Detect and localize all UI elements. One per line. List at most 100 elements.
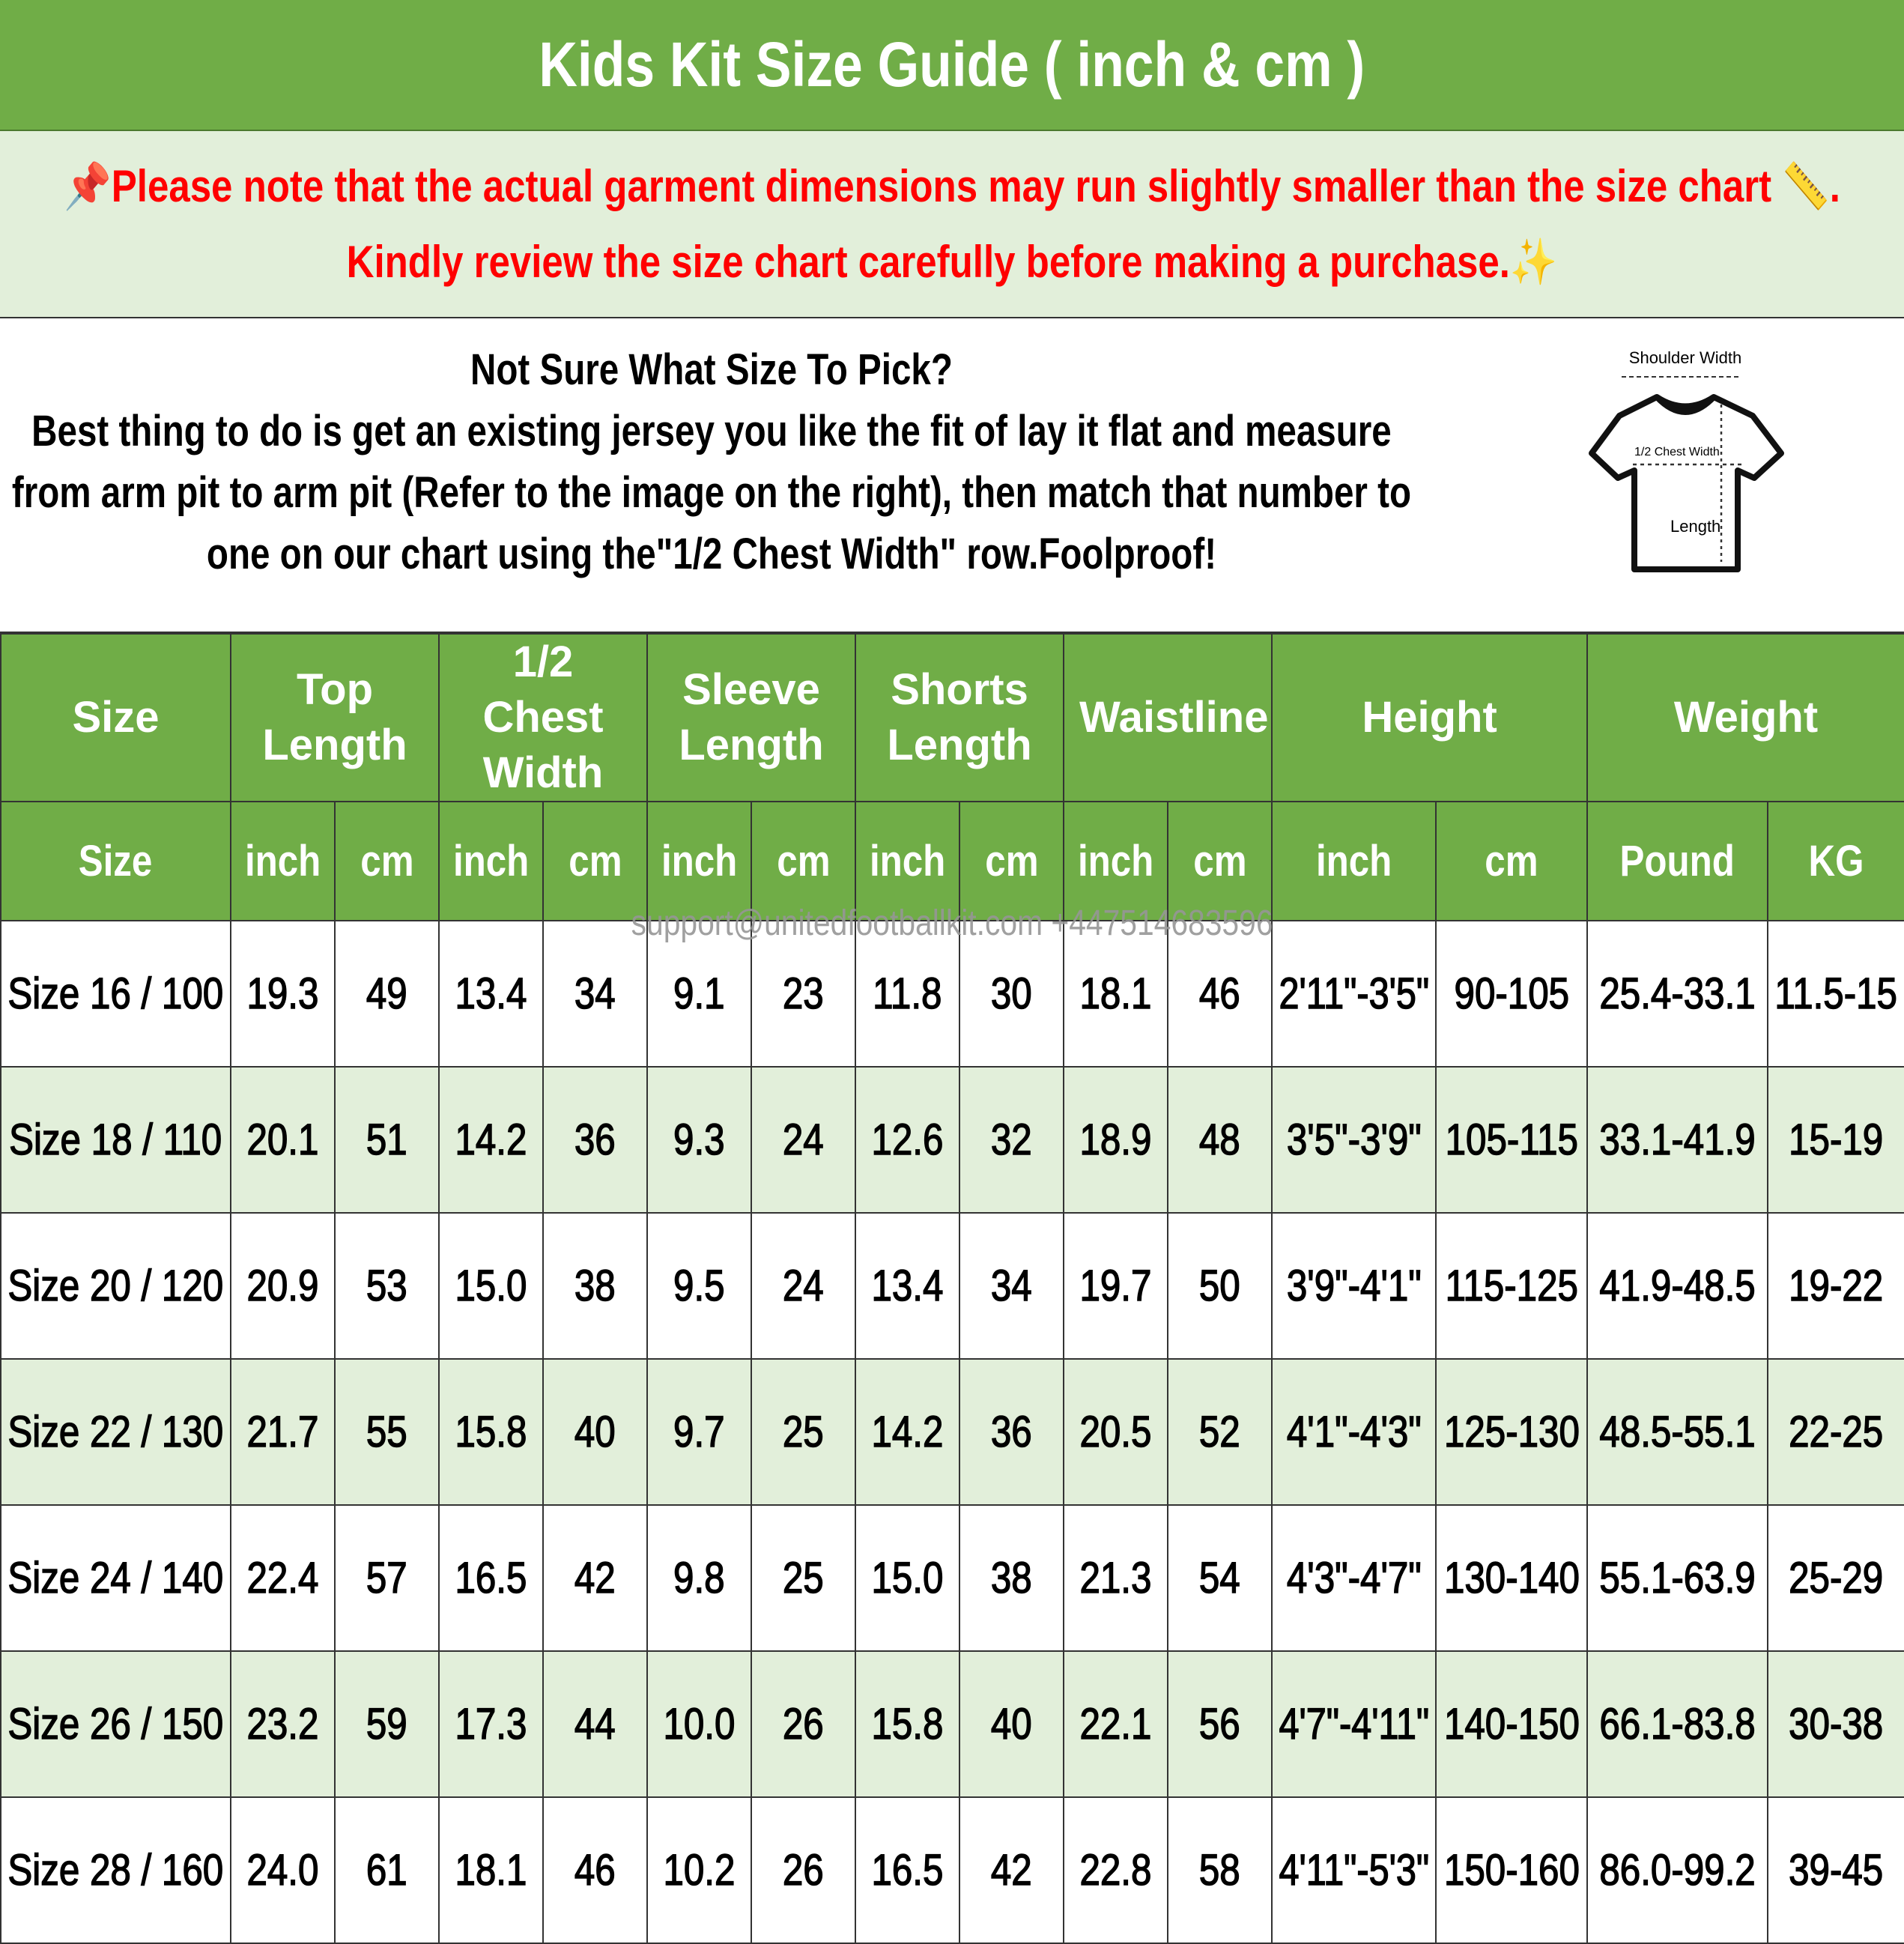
table-cell: 30: [959, 920, 1065, 1068]
table-cell: 48: [1167, 1066, 1273, 1214]
table-cell-value: 23: [782, 969, 824, 1019]
notice-text-2: Kindly review the size chart carefully b…: [346, 237, 1510, 287]
unit-header-label: Pound: [1619, 836, 1735, 885]
table-cell: 4'11"-5'3": [1271, 1796, 1437, 1944]
table-cell: Size 18 / 110: [0, 1066, 231, 1214]
table-cell-value: 26: [782, 1699, 824, 1749]
table-cell: 39-45: [1767, 1796, 1904, 1944]
group-header-label: Weight: [1673, 693, 1819, 742]
table-cell-value: 125-130: [1443, 1407, 1580, 1457]
table-cell: 32: [959, 1066, 1065, 1214]
notice-line-1: 📌Please note that the actual garment dim…: [64, 160, 1840, 213]
table-cell-value: 115-125: [1445, 1261, 1579, 1311]
table-cell: 41.9-48.5: [1586, 1212, 1769, 1360]
table-cell: 105-115: [1435, 1066, 1589, 1214]
table-row: Size 18 / 110 20.1 51 14.2 36 9.3 24 12.6 32 18.9…: [0, 1066, 1904, 1214]
unit-header: Pound: [1586, 801, 1769, 921]
table-cell-value: 9.1: [673, 969, 726, 1019]
unit-header-label: cm: [568, 836, 622, 885]
table-row: Size 16 / 100 19.3 49 13.4 34 9.1 23 11.8 30 18.1…: [0, 920, 1904, 1068]
table-cell: 66.1-83.8: [1586, 1650, 1769, 1798]
pushpin-icon: 📌: [64, 161, 112, 211]
unit-header-label: cm: [1485, 836, 1538, 885]
unit-header: cm: [333, 801, 440, 921]
table-cell: 3'5"-3'9": [1271, 1066, 1437, 1214]
table-cell: 11.5-15: [1767, 920, 1904, 1068]
table-cell-value: 3'5"-3'9": [1286, 1115, 1422, 1165]
table-cell-value: 25: [782, 1553, 824, 1603]
table-cell-value: 12.6: [871, 1115, 944, 1165]
table-cell: 9.1: [646, 920, 753, 1068]
table-cell-value: 32: [990, 1115, 1032, 1165]
group-header-label: Size: [72, 693, 160, 742]
table-cell: 18.9: [1063, 1066, 1169, 1214]
table-cell: 21.7: [230, 1358, 336, 1506]
table-cell: 22-25: [1767, 1358, 1904, 1506]
table-cell-value: 23.2: [246, 1699, 319, 1749]
unit-header: inch: [855, 801, 961, 921]
table-cell: 58: [1167, 1796, 1273, 1944]
table-cell-value: 34: [574, 969, 616, 1019]
unit-header: cm: [1167, 801, 1273, 921]
table-cell: 56: [1167, 1650, 1273, 1798]
table-cell: 38: [959, 1504, 1065, 1652]
unit-header-label: inch: [661, 836, 738, 885]
unit-header: inch: [230, 801, 336, 921]
table-cell-value: 36: [574, 1115, 616, 1165]
unit-header-label: inch: [1077, 836, 1154, 885]
table-cell-value: 38: [990, 1553, 1032, 1603]
table-cell: 23: [751, 920, 857, 1068]
table-cell: 42: [959, 1796, 1065, 1944]
size-table: Size Top Length 1/2 Chest Width Sleeve Leng…: [0, 633, 1904, 1944]
table-cell: 130-140: [1435, 1504, 1589, 1652]
table-cell-value: 15-19: [1789, 1115, 1884, 1165]
unit-header: Size: [0, 801, 231, 921]
table-cell: 24: [751, 1066, 857, 1214]
table-cell-value: 19.7: [1079, 1261, 1152, 1311]
table-cell-value: 49: [366, 969, 407, 1019]
table-cell: 21.3: [1063, 1504, 1169, 1652]
unit-header: inch: [646, 801, 753, 921]
table-cell-value: 55: [366, 1407, 407, 1457]
table-cell: 38: [542, 1212, 649, 1360]
unit-header-label: cm: [1192, 836, 1247, 885]
table-cell: 25-29: [1767, 1504, 1904, 1652]
table-cell: 15-19: [1767, 1066, 1904, 1214]
table-cell-value: Size 18 / 110: [9, 1115, 222, 1165]
table-cell-value: 14.2: [455, 1115, 527, 1165]
table-cell: 4'3"-4'7": [1271, 1504, 1437, 1652]
table-cell-value: 105-115: [1445, 1115, 1579, 1165]
notice-text-1-end: .: [1829, 161, 1840, 211]
table-cell-value: 10.2: [663, 1845, 736, 1895]
unit-header-label: cm: [984, 836, 1039, 885]
table-cell-value: 51: [366, 1115, 407, 1165]
table-cell-value: 15.0: [455, 1261, 527, 1311]
table-cell: Size 22 / 130: [0, 1358, 231, 1506]
table-cell: 22.8: [1063, 1796, 1169, 1944]
length-label: Length: [1670, 517, 1720, 536]
tshirt-measurement-diagram: Shoulder Width 1/2 Chest Width Length: [1589, 348, 1784, 572]
fit-advice-text: Not Sure What Size To Pick? Best thing t…: [0, 339, 1423, 585]
group-header: Size: [0, 633, 231, 802]
table-cell: 9.7: [646, 1358, 753, 1506]
table-cell: 42: [542, 1504, 649, 1652]
table-cell-value: 61: [366, 1845, 407, 1895]
table-cell: 19.3: [230, 920, 336, 1068]
table-cell-value: 4'11"-5'3": [1279, 1845, 1430, 1895]
table-cell-value: 25: [782, 1407, 824, 1457]
table-cell: 46: [1167, 920, 1273, 1068]
table-cell: 61: [333, 1796, 440, 1944]
table-cell: 9.3: [646, 1066, 753, 1214]
table-cell: Size 20 / 120: [0, 1212, 231, 1360]
sparkles-icon: ✨: [1509, 237, 1558, 287]
table-cell-value: 48: [1198, 1115, 1240, 1165]
table-cell: 4'7"-4'11": [1271, 1650, 1437, 1798]
page-title-text: Kids Kit Size Guide ( inch & cm ): [539, 29, 1365, 100]
table-cell: 10.0: [646, 1650, 753, 1798]
table-cell-value: 2'11"-3'5": [1279, 969, 1430, 1019]
table-row: Size 20 / 120 20.9 53 15.0 38 9.5 24 13.4 34 19.7…: [0, 1212, 1904, 1360]
table-cell: 14.2: [855, 1358, 961, 1506]
page-title: Kids Kit Size Guide ( inch & cm ): [0, 0, 1904, 131]
table-cell: 18.1: [438, 1796, 545, 1944]
table-cell: 49: [333, 920, 440, 1068]
